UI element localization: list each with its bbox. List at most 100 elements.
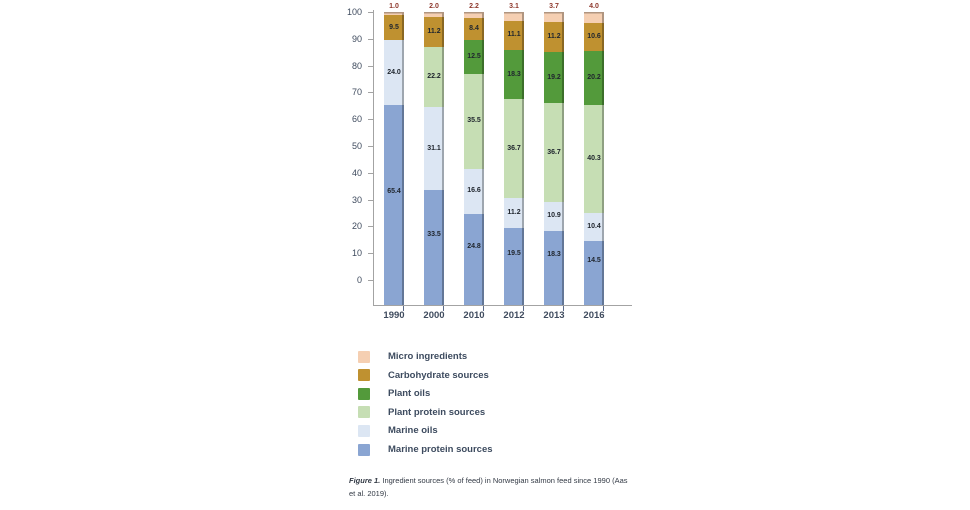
legend-swatch-carbohydrate-sources	[358, 369, 370, 382]
bar-value-label: 20.2	[587, 74, 601, 82]
bar-base-extension	[424, 280, 444, 305]
x-category-label: 1990	[383, 310, 405, 321]
bar-value-label: 40.3	[587, 155, 601, 163]
bar-base-extension	[464, 280, 484, 305]
bar-segment-micro-ingredients	[384, 12, 404, 15]
x-category-label: 2012	[503, 310, 525, 321]
legend-item: Marine protein sources	[358, 443, 493, 456]
legend-item: Marine oils	[358, 424, 438, 437]
bar-top-value-label: 4.0	[589, 2, 599, 10]
bar-segment-carbohydrate-sources	[544, 21, 564, 52]
x-tick	[402, 306, 404, 311]
bar-top-value-label: 2.2	[469, 2, 479, 10]
bar-segment-marine-oils	[384, 40, 404, 105]
y-tick	[368, 280, 373, 281]
legend-label: Plant oils	[388, 388, 431, 400]
legend-item: Carbohydrate sources	[358, 369, 489, 382]
legend-item: Plant oils	[358, 387, 430, 400]
legend-label: Micro ingredients	[388, 351, 468, 362]
caption-line-2: et al. 2019).	[349, 488, 389, 498]
bar-segment-marine-protein-sources	[464, 213, 484, 280]
legend-swatch-marine-protein-sources	[358, 443, 370, 456]
legend-swatch-plant-protein-sources	[358, 406, 370, 419]
y-tick-label: 20	[351, 221, 362, 232]
y-tick-label: 40	[351, 167, 362, 178]
legend-swatch-marine-oils	[358, 424, 370, 437]
bar-segment-marine-oils	[544, 201, 564, 231]
bar-segment-marine-protein-sources	[544, 230, 564, 280]
x-axis-line	[373, 305, 632, 306]
bar-value-label: 24.0	[387, 68, 401, 76]
bar-segment-micro-ingredients	[584, 12, 604, 23]
y-tick-label: 90	[351, 33, 362, 44]
caption-line-1: Figure 1. Ingredient sources (% of feed)…	[349, 475, 649, 488]
bar-value-label: 14.5	[587, 256, 601, 264]
bar-segment-marine-oils	[424, 106, 444, 191]
bar-segment-carbohydrate-sources	[424, 17, 444, 48]
bar-value-label: 65.4	[387, 188, 401, 196]
legend-item: Plant protein sources	[358, 406, 485, 419]
bar-segment-marine-protein-sources	[424, 190, 444, 280]
y-tick-label: 60	[351, 114, 362, 125]
x-tick	[522, 306, 524, 311]
bar-segment-micro-ingredients	[464, 12, 484, 18]
bar-value-label: 11.1	[507, 31, 521, 39]
bar-segment-plant-protein-sources	[584, 105, 604, 214]
figure-caption: Figure 1. Ingredient sources (% of feed)…	[349, 475, 649, 501]
legend-swatch-plant-oils	[358, 387, 370, 400]
bar-base-extension	[504, 280, 524, 305]
bar-segment-marine-protein-sources	[504, 227, 524, 280]
y-tick-label: 10	[351, 248, 362, 259]
x-category-label: 2010	[463, 310, 485, 321]
y-tick	[368, 146, 373, 147]
bar-segment-micro-ingredients	[424, 12, 444, 18]
bar-segment-plant-oils	[464, 40, 484, 74]
bar-value-label: 11.2	[427, 28, 441, 36]
bar-value-label: 18.3	[547, 251, 561, 259]
y-tick	[368, 253, 373, 255]
bar-value-label: 10.9	[547, 212, 561, 220]
y-axis-line	[373, 10, 374, 305]
bar-value-label: 24.8	[467, 242, 481, 250]
y-tick-label: 100	[346, 7, 362, 17]
bar-value-label: 8.4	[469, 25, 479, 33]
y-tick	[368, 199, 373, 201]
legend-label: Marine oils	[388, 425, 438, 437]
stacked-bar-chart: 0 10 20 30 40 50 60 70 80 90 100 65.4 24.0 9.5 1.0 1990…	[346, 2, 632, 321]
bar-segment-micro-ingredients	[544, 12, 564, 22]
y-tick-label: 30	[351, 194, 362, 205]
legend-label: Carbohydrate sources	[388, 369, 489, 381]
legend-label: Marine protein sources	[388, 444, 493, 455]
bar-segment-plant-protein-sources	[504, 99, 524, 198]
x-tick	[562, 306, 564, 311]
bar-base-extension	[544, 280, 564, 305]
x-category-label: 2000	[423, 310, 445, 321]
bar-segment-carbohydrate-sources	[584, 22, 604, 52]
y-tick	[368, 119, 373, 121]
bar-value-label: 10.4	[587, 223, 601, 231]
bar-value-label: 18.3	[507, 70, 521, 78]
x-tick	[602, 306, 604, 311]
bar-segment-plant-oils	[504, 50, 524, 100]
bar-segment-marine-protein-sources	[584, 241, 604, 280]
bar-value-label: 22.2	[427, 73, 441, 81]
x-category-label: 2016	[583, 310, 605, 321]
legend-item: Micro ingredients	[358, 350, 467, 363]
x-tick	[442, 306, 444, 311]
bar-top-value-label: 2.0	[429, 2, 439, 10]
y-tick	[368, 12, 373, 13]
bar-value-label: 36.7	[507, 144, 521, 152]
y-tick	[368, 65, 373, 67]
bar-base-extension	[384, 280, 404, 305]
bar-value-label: 16.6	[467, 187, 481, 195]
caption-figure-label: Figure 1.	[349, 476, 381, 485]
x-tick	[482, 306, 484, 311]
bar-value-label: 11.2	[547, 32, 561, 40]
bar-segment-plant-oils	[544, 51, 564, 104]
bar-segment-plant-protein-sources	[544, 103, 564, 202]
bar-value-label: 35.5	[467, 117, 481, 125]
bar-segment-plant-oils	[584, 51, 604, 106]
bar-base-extension	[584, 280, 604, 305]
bar-top-value-label: 3.7	[549, 2, 559, 10]
